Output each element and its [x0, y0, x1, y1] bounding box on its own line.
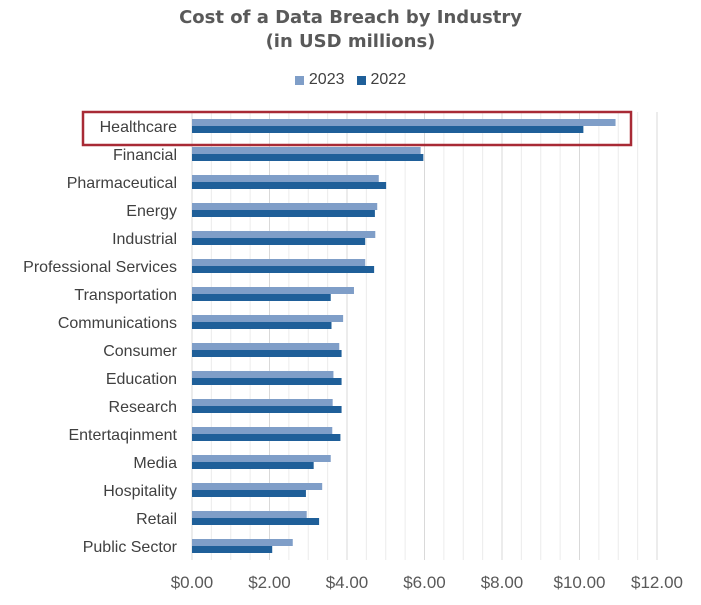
- bar-retail-2022: [192, 518, 320, 525]
- category-label-professional-services: Professional Services: [23, 259, 177, 276]
- x-tick-label: $12.00: [631, 573, 683, 592]
- x-tick-label: $6.00: [403, 573, 446, 592]
- legend-swatch-2023: [294, 75, 304, 85]
- bar-financial-2023: [192, 147, 421, 154]
- legend-label-2023: 2023: [308, 71, 345, 88]
- bar-professional-services-2022: [192, 266, 375, 273]
- category-label-healthcare: Healthcare: [100, 119, 177, 136]
- bar-research-2022: [192, 406, 342, 413]
- bar-energy-2023: [192, 203, 378, 210]
- category-label-retail: Retail: [136, 511, 177, 528]
- bar-media-2022: [192, 462, 314, 469]
- bar-healthcare-2023: [192, 119, 616, 126]
- bar-public-sector-2022: [192, 546, 273, 553]
- chart-title-block: Cost of a Data Breach by Industry (in US…: [0, 6, 701, 54]
- x-tick-labels: $0.00 $2.00 $4.00 $6.00 $8.00 $10.00 $12.00: [171, 573, 683, 592]
- bar-financial-2022: [192, 154, 424, 161]
- category-label-communications: Communications: [58, 315, 177, 332]
- highlight-box: [81, 110, 633, 147]
- bar-professional-services-2023: [192, 259, 366, 266]
- bar-entertaqinment-2023: [192, 427, 333, 434]
- bar-healthcare-2022: [192, 126, 584, 133]
- category-label-media: Media: [133, 455, 177, 472]
- bar-industrial-2022: [192, 238, 366, 245]
- bar-communications-2023: [192, 315, 344, 322]
- bar-industrial-2023: [192, 231, 376, 238]
- category-label-entertaqinment: Entertaqinment: [68, 427, 177, 444]
- bar-transportation-2023: [192, 287, 354, 294]
- category-label-education: Education: [106, 371, 177, 388]
- legend-item-2022: 2022: [356, 71, 407, 89]
- category-labels: Healthcare Financial Pharmaceutical Energy I…: [23, 119, 178, 556]
- legend-swatch-2022: [356, 75, 366, 85]
- legend-item-2023: 2023: [294, 71, 345, 89]
- bar-research-2023: [192, 399, 333, 406]
- bar-public-sector-2023: [192, 539, 293, 546]
- bar-entertaqinment-2022: [192, 434, 341, 441]
- chart-subtitle: (in USD millions): [265, 31, 436, 52]
- bar-hospitality-2022: [192, 490, 306, 497]
- bar-retail-2023: [192, 511, 307, 518]
- category-label-energy: Energy: [126, 203, 177, 220]
- category-label-research: Research: [109, 399, 177, 416]
- category-label-pharmaceutical: Pharmaceutical: [67, 175, 177, 192]
- category-label-hospitality: Hospitality: [103, 483, 177, 500]
- bar-energy-2022: [192, 210, 375, 217]
- x-tick-label: $10.00: [554, 573, 606, 592]
- legend: 2023 2022: [0, 71, 701, 89]
- bar-pharmaceutical-2023: [192, 175, 379, 182]
- bar-pharmaceutical-2022: [192, 182, 387, 189]
- bar-education-2023: [192, 371, 334, 378]
- bars: [192, 119, 616, 553]
- bar-media-2023: [192, 455, 331, 462]
- bar-hospitality-2023: [192, 483, 323, 490]
- x-tick-label: $0.00: [171, 573, 214, 592]
- bar-transportation-2022: [192, 294, 331, 301]
- category-label-consumer: Consumer: [103, 343, 177, 360]
- category-label-transportation: Transportation: [74, 287, 177, 304]
- x-tick-label: $8.00: [481, 573, 524, 592]
- category-label-public-sector: Public Sector: [83, 539, 178, 556]
- legend-label-2022: 2022: [370, 71, 407, 88]
- x-tick-label: $4.00: [326, 573, 369, 592]
- bar-consumer-2022: [192, 350, 342, 357]
- bar-education-2022: [192, 378, 342, 385]
- bar-consumer-2023: [192, 343, 340, 350]
- category-label-industrial: Industrial: [112, 231, 177, 248]
- chart-title: Cost of a Data Breach by Industry: [179, 7, 522, 28]
- bar-communications-2022: [192, 322, 332, 329]
- category-label-financial: Financial: [113, 147, 177, 164]
- x-tick-label: $2.00: [248, 573, 291, 592]
